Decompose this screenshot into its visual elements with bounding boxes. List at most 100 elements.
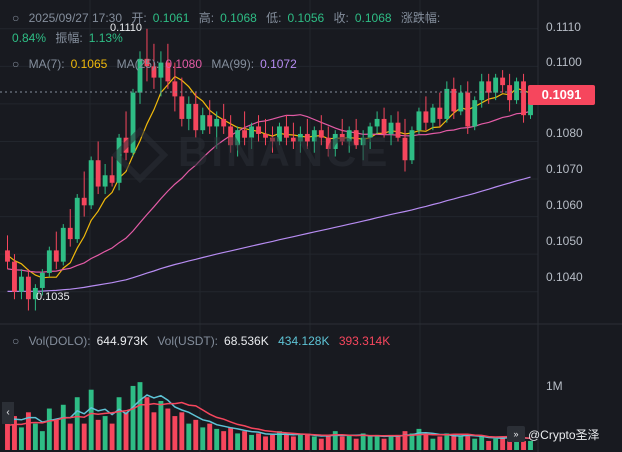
candle-body-66 xyxy=(465,92,471,127)
candle-body-74 xyxy=(521,81,526,116)
vol-usdt-value: 68.536K xyxy=(224,334,269,348)
volume-bar-51 xyxy=(360,433,366,450)
vol-usdt-label: Vol(USDT): xyxy=(157,334,219,348)
volume-bar-37 xyxy=(263,436,268,450)
volume-bar-71 xyxy=(500,436,506,450)
price-tick-4: 0.1070 xyxy=(546,162,583,176)
candle-series xyxy=(5,28,533,311)
candle-body-14 xyxy=(102,175,108,187)
volume-bar-31 xyxy=(221,431,227,450)
candle-body-35 xyxy=(249,126,255,138)
volume-bar-58 xyxy=(409,433,415,450)
candle-body-43 xyxy=(304,133,310,142)
volume-bar-70 xyxy=(493,438,499,450)
info-dot-icon: ○ xyxy=(12,11,20,25)
volume-bar-68 xyxy=(479,436,485,450)
candle-body-42 xyxy=(297,133,303,142)
price-tick-7: 0.1040 xyxy=(546,270,583,284)
volume-bar-8 xyxy=(60,404,66,450)
candle-body-61 xyxy=(430,107,436,123)
ma25-line xyxy=(7,110,531,273)
candle-body-25 xyxy=(179,96,185,119)
scroll-latest-button[interactable]: » xyxy=(507,426,525,442)
amplitude-value: 1.13% xyxy=(88,31,123,45)
volume-bar-18 xyxy=(130,385,136,450)
volume-bar-9 xyxy=(67,423,73,450)
candle-body-64 xyxy=(451,88,457,112)
candle-body-18 xyxy=(130,92,136,153)
volume-bar-12 xyxy=(88,389,94,450)
high-label: 高: xyxy=(198,11,215,25)
volume-ma-lines xyxy=(7,394,531,440)
candle-body-52 xyxy=(367,126,373,138)
volume-bar-75 xyxy=(528,440,533,450)
volume-bar-48 xyxy=(339,436,345,450)
volume-bar-53 xyxy=(374,434,380,450)
candle-body-45 xyxy=(318,130,324,138)
volume-bar-15 xyxy=(109,423,115,450)
volume-bar-22 xyxy=(158,401,164,450)
volume-bar-45 xyxy=(318,438,324,450)
volume-bar-47 xyxy=(332,431,338,450)
volume-bar-17 xyxy=(123,412,129,450)
binance-watermark: BINANCE xyxy=(111,126,390,184)
volume-bar-5 xyxy=(39,431,45,450)
candle-body-3 xyxy=(25,276,31,300)
volume-bar-38 xyxy=(270,434,275,450)
volume-bar-36 xyxy=(256,433,261,450)
candle-body-34 xyxy=(242,130,248,138)
candle-body-72 xyxy=(507,85,513,101)
volume-bar-7 xyxy=(53,419,59,450)
volume-bar-61 xyxy=(430,438,436,450)
volume-bar-29 xyxy=(207,423,213,450)
volume-tick-1m: 1M xyxy=(546,379,563,393)
ma7-line xyxy=(7,75,531,279)
candle-body-53 xyxy=(374,118,380,127)
volume-bar-30 xyxy=(214,428,220,450)
volume-bar-65 xyxy=(458,436,464,450)
volume-bar-62 xyxy=(437,436,443,450)
candle-body-13 xyxy=(95,160,101,187)
ma99-label: MA(99): xyxy=(211,57,255,71)
candle-body-2 xyxy=(18,276,24,292)
volume-bar-69 xyxy=(486,440,492,450)
volume-bar-41 xyxy=(290,436,296,450)
candle-body-75 xyxy=(528,100,533,116)
candle-body-15 xyxy=(109,175,115,183)
volume-bar-63 xyxy=(444,433,450,450)
vol-ma2-value: 393.314K xyxy=(338,334,391,348)
ma99-value: 0.1072 xyxy=(260,57,297,71)
open-value: 0.1061 xyxy=(152,11,190,25)
candle-body-21 xyxy=(151,66,157,78)
candle-body-49 xyxy=(346,130,352,142)
volume-bar-44 xyxy=(311,436,317,450)
volume-bar-74 xyxy=(521,440,526,450)
price-tick-5: 0.1060 xyxy=(546,198,583,212)
volume-bar-52 xyxy=(367,436,373,450)
chart-low-marker: 0.1035 xyxy=(36,291,70,303)
volume-bar-66 xyxy=(465,434,471,450)
candle-body-8 xyxy=(60,227,66,262)
volume-bar-14 xyxy=(102,416,108,450)
volume-bar-13 xyxy=(95,419,101,450)
price-tick-6: 0.1050 xyxy=(546,234,583,248)
ma-row: ○ MA(7): 0.1065 MA(25): 0.1080 MA(99): 0.10… xyxy=(12,57,303,71)
scroll-left-button[interactable]: ‹ xyxy=(2,402,14,424)
volume-series xyxy=(5,382,533,450)
ma25-value: 0.1080 xyxy=(165,57,203,71)
candle-body-68 xyxy=(479,81,485,101)
candle-body-32 xyxy=(228,126,234,146)
volume-bar-72 xyxy=(507,434,513,450)
price-tick-3: 0.1080 xyxy=(546,126,583,140)
candle-body-30 xyxy=(214,118,220,127)
candle-body-59 xyxy=(416,111,422,131)
candle-body-26 xyxy=(186,103,192,119)
candle-body-56 xyxy=(395,122,401,138)
moving-average-lines xyxy=(7,75,531,292)
volume-bar-46 xyxy=(325,434,331,450)
vol-dot-icon: ○ xyxy=(12,334,20,348)
candle-body-41 xyxy=(290,137,296,142)
volume-bar-2 xyxy=(18,427,24,450)
volume-bar-27 xyxy=(193,419,199,450)
